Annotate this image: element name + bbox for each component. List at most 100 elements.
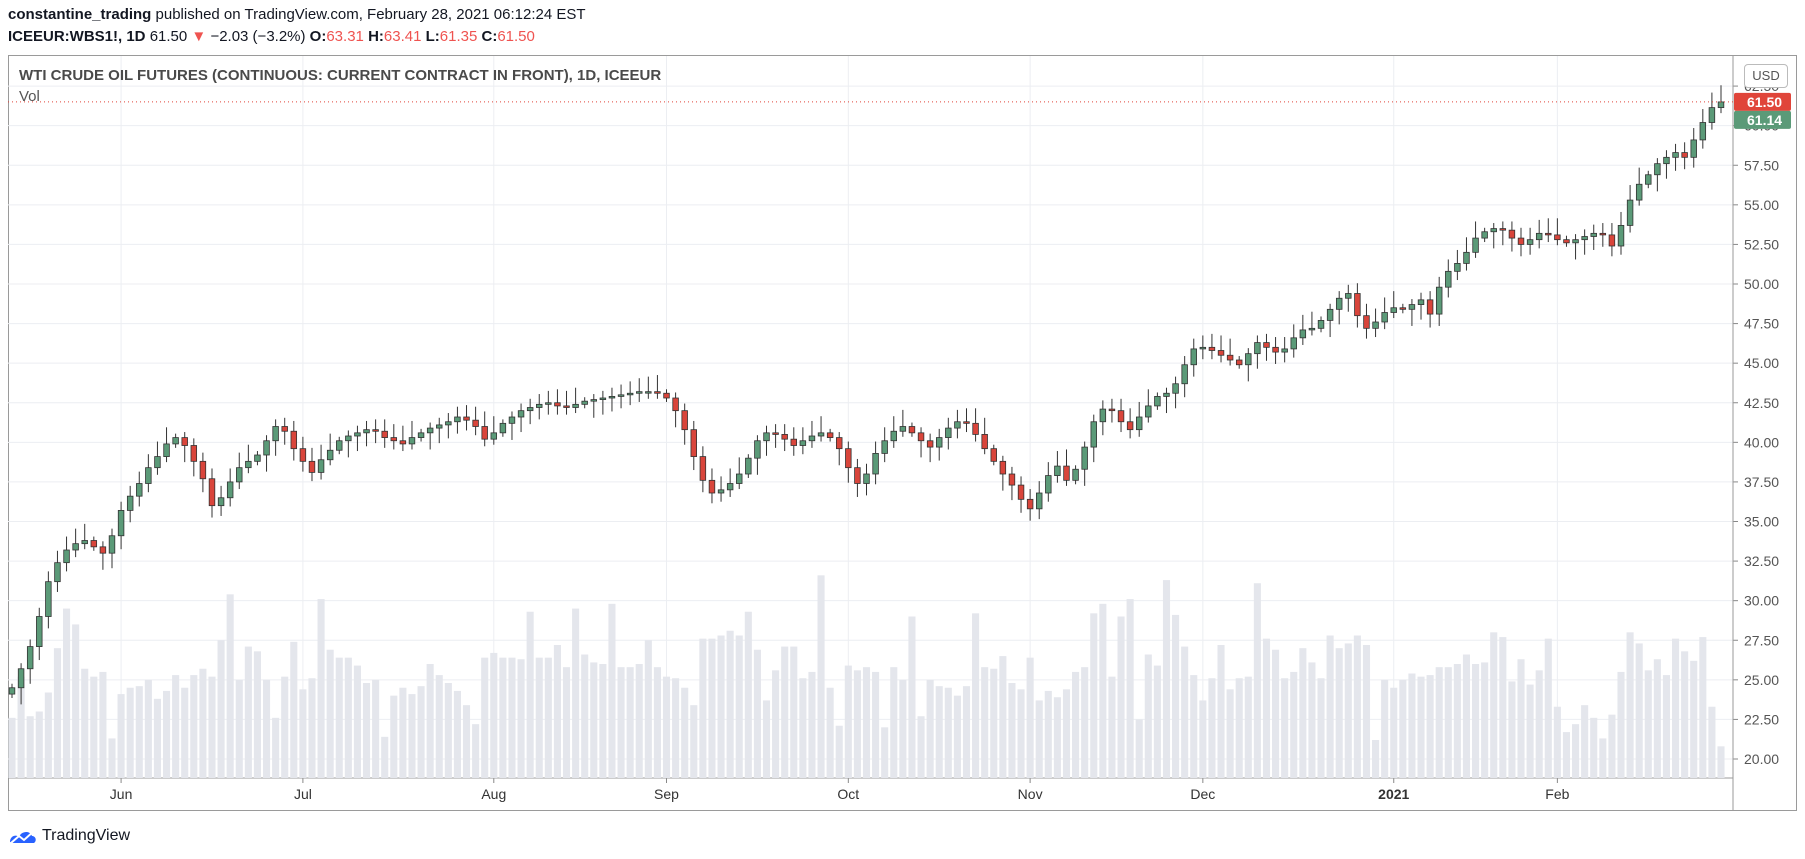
- candle-body: [317, 459, 325, 473]
- candle: [926, 433, 934, 463]
- candle-body: [354, 432, 361, 437]
- volume-bar: [1572, 724, 1580, 778]
- candle-body: [1326, 308, 1334, 321]
- chart-frame[interactable]: [8, 55, 1797, 811]
- volume-bar: [681, 687, 689, 778]
- last-price-tag: [1734, 92, 1791, 111]
- candle: [1417, 292, 1425, 320]
- candle-body: [972, 422, 979, 435]
- y-tick-label: 50.00: [1744, 276, 1779, 292]
- candle-body: [1645, 174, 1652, 185]
- volume-bar: [472, 724, 480, 778]
- candle: [499, 419, 507, 437]
- candle-body: [226, 481, 234, 499]
- candle-body: [599, 397, 607, 400]
- candle: [1145, 389, 1152, 423]
- volume-bar: [1044, 690, 1052, 778]
- candle-body: [1135, 416, 1143, 431]
- volume-bar: [26, 716, 34, 778]
- price-change: −2.03 (−3.2%): [210, 28, 306, 45]
- candle: [517, 403, 525, 433]
- candle: [808, 420, 816, 448]
- volume-bar: [417, 686, 425, 778]
- candle-body: [1290, 337, 1297, 350]
- candle-body: [1081, 446, 1088, 470]
- volume-bar: [381, 736, 389, 778]
- candle-body: [1708, 107, 1716, 123]
- candle: [272, 419, 279, 456]
- candle: [1245, 348, 1252, 382]
- candle: [781, 424, 788, 452]
- volume-bar: [126, 687, 134, 778]
- volume-bar: [1172, 614, 1180, 778]
- volume-bar: [690, 705, 698, 778]
- candle-body: [1454, 263, 1461, 272]
- candle-body: [54, 562, 61, 583]
- volume-bar: [262, 679, 271, 778]
- candle: [736, 457, 743, 490]
- y-tick-label: 22.50: [1744, 711, 1779, 727]
- y-tick-label: 27.50: [1744, 632, 1779, 648]
- candle-body: [1617, 225, 1625, 247]
- y-tick-label: 52.50: [1744, 236, 1779, 252]
- candle-body: [626, 392, 634, 396]
- candle: [99, 541, 107, 570]
- candle: [963, 408, 970, 433]
- candle: [836, 432, 843, 466]
- candle: [536, 394, 543, 420]
- candle: [1481, 227, 1488, 243]
- volume-bar: [617, 667, 625, 778]
- candle: [1290, 324, 1297, 358]
- volume-bar: [17, 676, 25, 778]
- candle: [1563, 235, 1570, 247]
- candle-body: [290, 430, 298, 450]
- candle: [26, 639, 34, 684]
- candle: [1645, 170, 1652, 189]
- volume-bar: [1153, 665, 1161, 778]
- candle: [1717, 85, 1725, 114]
- candle: [36, 607, 43, 661]
- candle: [408, 420, 416, 450]
- volume-bar: [1026, 657, 1034, 778]
- volume-bar: [708, 638, 716, 778]
- candle: [63, 536, 70, 572]
- candle: [917, 427, 925, 458]
- candle-body: [81, 540, 88, 545]
- candle-body: [708, 479, 716, 494]
- candle-body: [1245, 353, 1252, 366]
- y-tick-label: 45.00: [1744, 355, 1779, 371]
- candle-body: [1126, 421, 1134, 431]
- candle-body: [436, 424, 443, 429]
- candle-body: [272, 426, 279, 442]
- candle: [336, 436, 343, 455]
- volume-bar: [90, 676, 98, 778]
- volume-bar: [172, 675, 180, 778]
- volume-bar: [281, 676, 289, 778]
- candle-body: [199, 460, 207, 480]
- candle-body: [417, 432, 425, 438]
- candle: [1672, 143, 1679, 171]
- candle-body: [1254, 342, 1261, 355]
- candle-body: [326, 449, 334, 461]
- candle-body: [1363, 315, 1370, 329]
- candle-body: [754, 440, 761, 459]
- candle: [872, 441, 879, 485]
- candle-body: [1581, 236, 1588, 241]
- candle-body: [281, 426, 288, 432]
- candle: [1599, 223, 1607, 247]
- candle: [1017, 476, 1025, 513]
- volume-bar: [926, 679, 934, 778]
- y-tick-label: 20.00: [1744, 751, 1779, 767]
- currency-button[interactable]: USD: [1744, 64, 1788, 88]
- candle: [654, 375, 661, 399]
- footer-brand[interactable]: TradingView: [8, 826, 130, 846]
- candle: [345, 430, 352, 458]
- volume-bar: [290, 641, 298, 778]
- x-tick-label: Sep: [654, 786, 679, 802]
- publisher-name[interactable]: constantine_trading: [8, 6, 152, 23]
- candle-body: [1317, 320, 1325, 329]
- volume-bar: [953, 695, 961, 778]
- volume-bar: [1462, 654, 1471, 778]
- volume-bar: [726, 630, 734, 778]
